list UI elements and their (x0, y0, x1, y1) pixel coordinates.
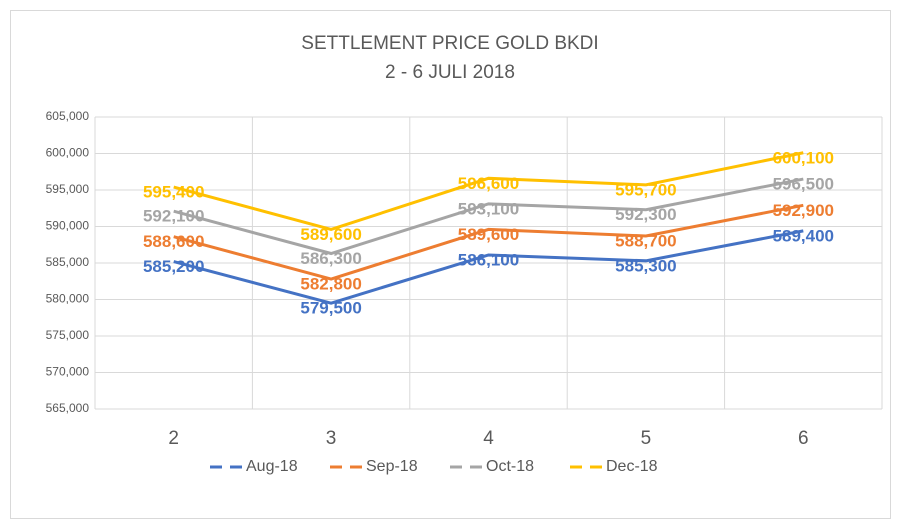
chart-title: SETTLEMENT PRICE GOLD BKDI (301, 33, 598, 54)
legend-label: Oct-18 (486, 458, 534, 475)
data-label: 588,700 (615, 231, 676, 250)
y-tick-label: 580,000 (46, 292, 90, 306)
y-tick-label: 600,000 (46, 146, 90, 160)
data-label: 586,300 (300, 249, 361, 268)
legend-label: Dec-18 (606, 458, 658, 475)
legend-label: Sep-18 (366, 458, 418, 475)
data-label: 585,300 (615, 256, 676, 275)
data-label: 596,500 (773, 175, 834, 194)
series-line (173, 177, 804, 256)
series-line (173, 203, 804, 281)
data-label: 592,900 (773, 201, 834, 220)
y-tick-label: 590,000 (46, 219, 90, 233)
data-label: 592,300 (615, 205, 676, 224)
x-tick-label: 6 (798, 428, 809, 449)
data-label: 589,600 (458, 225, 519, 244)
data-label: 600,100 (773, 148, 834, 167)
x-tick-label: 4 (483, 428, 494, 449)
data-label: 595,700 (615, 180, 676, 199)
y-tick-label: 595,000 (46, 182, 90, 196)
data-label: 588,600 (143, 232, 204, 251)
y-tick-label: 585,000 (46, 255, 90, 269)
data-label: 582,800 (300, 275, 361, 294)
data-label: 595,400 (143, 183, 204, 202)
series-line (173, 151, 804, 231)
data-label: 579,500 (300, 299, 361, 318)
chart-subtitle: 2 - 6 JULI 2018 (385, 62, 515, 83)
chart-border (10, 10, 891, 519)
x-tick-label: 5 (641, 428, 652, 449)
y-tick-label: 575,000 (46, 328, 90, 342)
data-label: 586,100 (458, 250, 519, 269)
y-tick-label: 605,000 (46, 109, 90, 123)
y-tick-label: 570,000 (46, 365, 90, 379)
series-line (173, 229, 804, 305)
data-label: 593,100 (458, 199, 519, 218)
data-label: 592,100 (143, 207, 204, 226)
data-label: 589,400 (773, 226, 834, 245)
data-label: 589,600 (300, 225, 361, 244)
x-tick-label: 2 (168, 428, 179, 449)
x-tick-label: 3 (326, 428, 337, 449)
data-label: 596,600 (458, 174, 519, 193)
data-label: 585,200 (143, 257, 204, 276)
legend-label: Aug-18 (246, 458, 298, 475)
y-tick-label: 565,000 (46, 401, 90, 415)
